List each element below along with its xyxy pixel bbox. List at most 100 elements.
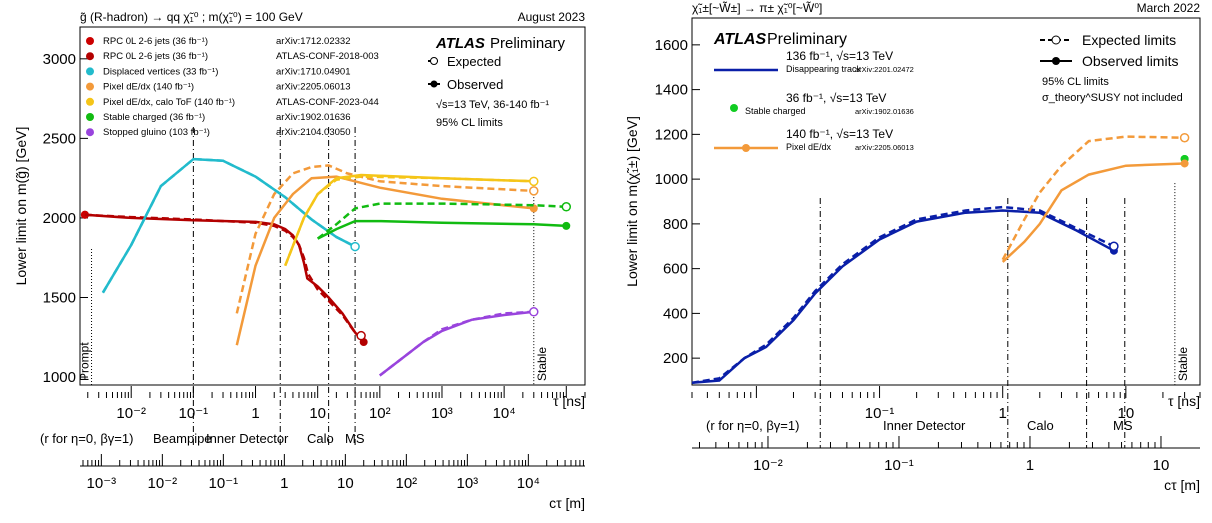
legend-entry: Displaced vertices (33 fb⁻¹) bbox=[103, 66, 218, 77]
series-observed-line bbox=[235, 175, 534, 346]
legend-observed-label: Observed limits bbox=[1082, 53, 1178, 69]
legend-marker bbox=[86, 37, 94, 45]
legend-ref: arXiv:1710.04901 bbox=[276, 66, 350, 77]
region-label: (r for η=0, βγ=1) bbox=[706, 418, 799, 433]
legend-series-sub: Stable charged bbox=[745, 106, 806, 116]
series-observed-line bbox=[84, 213, 365, 343]
legend-expected-marker bbox=[1051, 35, 1061, 45]
x-tick-label: 10⁻¹ bbox=[865, 405, 895, 422]
y-tick-label: 1200 bbox=[655, 126, 688, 143]
x-tick-label: 10⁴ bbox=[493, 405, 516, 422]
legend-expected-label: Expected bbox=[447, 54, 501, 69]
series-expected-marker bbox=[356, 330, 366, 341]
series-expected-line bbox=[316, 202, 567, 240]
info-theory: σ_theory^SUSY not included bbox=[1042, 92, 1183, 104]
series-expected-marker bbox=[529, 186, 539, 196]
legend-ref: arXiv:2104.03050 bbox=[276, 127, 350, 138]
legend-observed-marker bbox=[1052, 57, 1060, 65]
legend-series-sub: Disappearing track bbox=[786, 64, 862, 74]
series-1 bbox=[84, 213, 368, 347]
x-axis-label: τ [ns] bbox=[553, 393, 585, 409]
legend-series-ref: arXiv:1902.01636 bbox=[855, 107, 914, 116]
legend-entry: Stable charged (36 fb⁻¹) bbox=[103, 112, 205, 123]
series-4 bbox=[284, 173, 539, 267]
series-observed-line bbox=[1001, 162, 1185, 263]
region-label: (r for η=0, βγ=1) bbox=[40, 431, 133, 446]
y-tick-label: 1000 bbox=[655, 171, 688, 188]
y-tick-label: 1000 bbox=[43, 369, 76, 386]
series-3 bbox=[235, 164, 539, 346]
ctau-tick-label: 10⁻² bbox=[753, 457, 783, 474]
legend-ref: arXiv:2205.06013 bbox=[276, 82, 350, 93]
legend-ref: arXiv:1902.01636 bbox=[276, 112, 350, 123]
legend-entry: RPC 0L 2-6 jets (36 fb⁻¹) bbox=[103, 51, 208, 62]
ctau-tick-label: 10⁴ bbox=[517, 475, 540, 492]
atlas-brand: ATLAS bbox=[435, 35, 485, 52]
info-cl: 95% CL limits bbox=[436, 117, 503, 129]
prompt-label: Prompt bbox=[78, 342, 92, 381]
legend-ref: ATLAS-CONF-2018-003 bbox=[276, 51, 379, 62]
ctau-tick-label: 10⁻² bbox=[148, 475, 178, 492]
plot-right: χ̃₁±[~W̃±] → π± χ̃₁⁰[~W̃⁰] March 2022 200 4… bbox=[624, 0, 1201, 493]
series-observed-line bbox=[317, 219, 567, 240]
ctau-tick-label: 1 bbox=[1026, 457, 1034, 474]
y-tick-label: 1400 bbox=[655, 82, 688, 99]
legend-series-marker bbox=[730, 104, 738, 112]
legend-series-sub: Pixel dE/dx bbox=[786, 142, 832, 152]
region-label: Calo bbox=[307, 431, 334, 446]
region-label: Inner Detector bbox=[206, 431, 289, 446]
legend-marker bbox=[86, 128, 94, 137]
ctau-tick-label: 10³ bbox=[457, 475, 479, 492]
legend-expected-marker bbox=[430, 57, 438, 65]
region-label: Calo bbox=[1027, 418, 1054, 433]
plot-title: g̃ (R-hadron) → qq χ̃₁⁰ ; m(χ̃₁⁰) = 100 … bbox=[80, 10, 303, 24]
legend-series-ref: arXiv:2201.02472 bbox=[855, 65, 914, 74]
ctau-tick-label: 1 bbox=[280, 475, 288, 492]
atlas-brand: ATLAS bbox=[713, 31, 766, 48]
legend-observed-label: Observed bbox=[447, 77, 503, 92]
ctau-axis-label: cτ [m] bbox=[1164, 477, 1200, 493]
y-tick-label: 600 bbox=[663, 261, 688, 278]
series-expected-line bbox=[84, 213, 362, 337]
y-tick-label: 1500 bbox=[43, 289, 76, 306]
series-expected-line bbox=[379, 310, 534, 377]
series-expected-marker bbox=[529, 307, 539, 317]
ctau-tick-label: 10⁻³ bbox=[87, 475, 117, 492]
x-tick-label: 10⁻² bbox=[116, 405, 146, 422]
y-tick-label: 2000 bbox=[43, 210, 76, 227]
series-expected-marker bbox=[561, 202, 572, 212]
y-tick-label: 3000 bbox=[43, 51, 76, 68]
series-end-marker bbox=[1180, 159, 1189, 168]
series-5 bbox=[316, 202, 572, 240]
legend-series-name: 140 fb⁻¹, √s=13 TeV bbox=[786, 127, 893, 141]
legend-series-ref: arXiv:2205.06013 bbox=[855, 143, 914, 152]
y-axis-label: Lower limit on m(g̃) [GeV] bbox=[13, 127, 29, 286]
series-2 bbox=[1001, 132, 1190, 263]
ctau-tick-label: 10⁻¹ bbox=[884, 457, 914, 474]
legend-marker bbox=[86, 82, 94, 91]
series-expected-marker bbox=[350, 241, 360, 252]
ctau-tick-label: 10⁻¹ bbox=[209, 475, 239, 492]
region-label: Beampipe bbox=[153, 431, 212, 446]
ctau-axis-label: cτ [m] bbox=[549, 495, 585, 511]
atlas-preliminary: Preliminary bbox=[490, 35, 566, 52]
series-expected-marker bbox=[1109, 241, 1119, 252]
plot-title: χ̃₁±[~W̃±] → π± χ̃₁⁰[~W̃⁰] bbox=[692, 0, 822, 15]
ctau-tick-label: 10² bbox=[396, 475, 418, 492]
region-label: Inner Detector bbox=[883, 418, 966, 433]
series-expected-line bbox=[691, 205, 1115, 385]
x-tick-label: 10² bbox=[369, 405, 391, 422]
plot-left: g̃ (R-hadron) → qq χ̃₁⁰ ; m(χ̃₁⁰) = 100 … bbox=[13, 10, 586, 511]
legend-observed-marker bbox=[430, 80, 438, 88]
stable-label: Stable bbox=[535, 347, 549, 381]
y-axis-label: Lower limit on m(χ̃₁±) [GeV] bbox=[624, 116, 640, 287]
stable-label: Stable bbox=[1176, 347, 1190, 381]
ctau-tick-label: 10 bbox=[1153, 457, 1170, 474]
legend-marker bbox=[86, 97, 94, 106]
ctau-tick-label: 10 bbox=[337, 475, 354, 492]
y-tick-label: 1600 bbox=[655, 37, 688, 54]
x-tick-label: 10³ bbox=[431, 405, 453, 422]
legend-entry: Pixel dE/dx, calo ToF (140 fb⁻¹) bbox=[103, 97, 235, 108]
legend-ref: arXiv:1712.02332 bbox=[276, 36, 350, 47]
